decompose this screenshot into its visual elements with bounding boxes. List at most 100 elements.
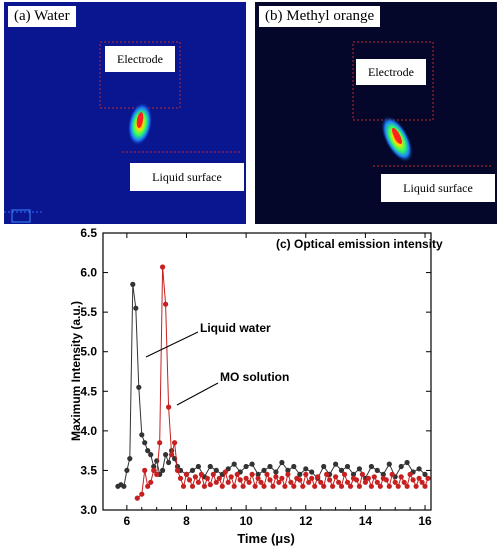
y-tick-label: 6.5 [80,226,97,240]
data-point [160,264,166,270]
y-tick-label: 5.5 [80,305,97,319]
data-point [258,479,264,485]
panel-water-label: (a) Water [8,6,76,27]
data-point [386,483,392,489]
data-point [148,452,154,458]
data-point [243,475,249,481]
data-point [291,483,297,489]
data-point [166,404,172,410]
panel-methyl-orange-label: (b) Methyl orange [259,6,381,27]
data-point [186,477,193,483]
data-point [189,467,196,473]
data-point [401,479,407,485]
data-point [255,471,261,477]
data-point [330,483,336,489]
data-point [234,471,240,477]
data-point [246,479,252,485]
data-point [160,467,166,473]
data-point [282,483,288,489]
data-point [315,474,321,480]
data-point [362,479,368,485]
data-point [183,471,190,477]
water-artifact-box [11,209,31,223]
data-point [341,471,348,477]
data-point [350,471,357,477]
emission-chart: 6 8 10 12 14 16 3.0 3.5 4.0 4.5 5.0 5.5 6.0 6.5 (c) Op… [0,225,501,550]
annotation-mo-solution-arrow [176,382,219,406]
emission-chart-svg: 6 8 10 12 14 16 3.0 3.5 4.0 4.5 5.0 5.5 6.0 6.5 (c) Op… [69,226,443,546]
data-point [344,463,351,470]
data-point [142,440,148,446]
y-tick-label: 4.5 [80,384,97,398]
y-tick-label: 3.5 [80,463,97,477]
data-point [303,471,309,477]
data-point [228,474,234,480]
data-point [243,463,249,470]
data-point [303,466,309,472]
data-point [130,281,136,287]
data-point [157,440,163,446]
data-point [267,463,273,470]
data-point [344,479,351,485]
data-point [172,440,178,446]
data-point [204,475,210,481]
data-point [419,479,425,485]
data-point [318,479,324,485]
data-point [374,479,380,485]
data-point [195,479,201,485]
data-point [213,467,219,473]
data-point [240,483,246,489]
data-point [404,483,410,489]
data-point [425,475,431,481]
data-point [276,479,282,485]
data-point [201,483,207,489]
water-emission-image [4,2,246,224]
data-point [133,305,139,311]
data-point [249,471,255,477]
data-point [410,477,416,483]
data-point [297,471,303,477]
data-point [365,475,371,481]
y-tick-label: 5.0 [80,345,97,359]
data-point [139,491,145,497]
data-point [134,495,140,501]
data-point [398,463,404,470]
mo-surface-label: Liquid surface [381,174,495,202]
data-point [422,471,428,477]
data-point [312,483,318,489]
data-point [151,463,157,470]
data-point [237,477,243,483]
data-point [297,477,303,483]
data-point [291,463,297,470]
data-point [377,483,383,489]
data-point [285,467,291,473]
data-point [273,474,279,480]
data-point [356,483,362,489]
data-point [163,452,169,458]
panel-methyl-orange-image: (b) Methyl orange Electrode Liquid surfa… [255,2,497,224]
data-point [285,471,291,477]
data-point [416,475,422,481]
data-point [139,432,145,438]
data-point [347,483,354,489]
data-point [142,467,148,473]
data-point [392,479,398,485]
data-point [368,483,374,489]
data-point [407,471,413,477]
data-point [210,471,216,477]
data-point [338,483,345,489]
panel-water-image: (a) Water Electrode Liquid surface [4,2,246,224]
data-point [386,461,392,467]
data-point [333,461,339,467]
data-point [398,474,404,480]
data-point [380,471,386,477]
data-point [261,467,267,473]
data-point [225,479,231,485]
data-point [279,459,285,466]
data-point [252,483,258,489]
water-emission-core [136,112,144,128]
data-point [338,467,345,473]
data-point [383,477,389,483]
y-tick-label: 6.0 [80,266,97,280]
mo-emission-core [392,127,402,145]
